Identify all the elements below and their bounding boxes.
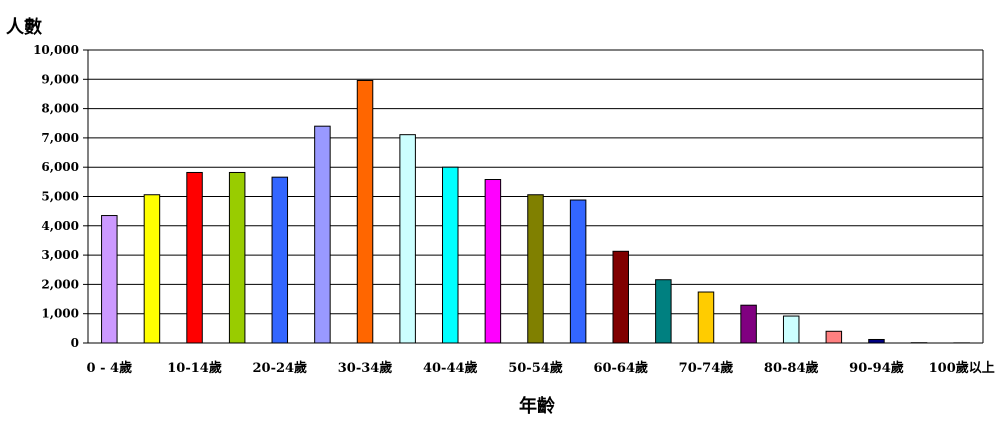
y-tick-label: 10,000 xyxy=(33,43,79,57)
y-axis-label: 人數 xyxy=(6,17,42,38)
x-tick-label: 50-54歲 xyxy=(508,360,563,376)
y-tick-label: 7,000 xyxy=(41,131,79,145)
y-tick-label: 1,000 xyxy=(41,307,79,321)
y-tick-label: 2,000 xyxy=(41,277,79,291)
y-tick-label: 5,000 xyxy=(41,190,79,204)
bar xyxy=(698,292,714,343)
x-tick-label: 40-44歲 xyxy=(423,360,478,376)
x-tick-label: 60-64歲 xyxy=(593,360,648,376)
bars xyxy=(102,80,970,343)
bar xyxy=(315,126,331,343)
bar xyxy=(229,172,245,343)
bar xyxy=(613,251,629,343)
y-tick-labels: 0 1,000 2,000 3,000 4,000 5,000 6,000 7,000 8,00… xyxy=(33,43,79,350)
bar xyxy=(357,80,373,343)
x-tick-label: 80-84歲 xyxy=(764,360,819,376)
x-tick-label: 10-14歲 xyxy=(167,360,222,376)
bar xyxy=(187,172,203,343)
x-tick-label: 70-74歲 xyxy=(679,360,734,376)
bar xyxy=(741,305,757,343)
x-tick-label: 30-34歲 xyxy=(338,360,393,376)
y-tick-label: 9,000 xyxy=(41,72,79,86)
bar xyxy=(443,167,459,343)
bar xyxy=(528,195,544,343)
bar xyxy=(485,180,501,343)
y-tick-label: 0 xyxy=(71,336,79,350)
bar xyxy=(272,177,288,343)
y-tick-label: 6,000 xyxy=(41,160,79,174)
bar xyxy=(144,195,160,343)
x-tick-label: 100歲以上 xyxy=(929,360,995,376)
bar xyxy=(102,216,118,343)
bar xyxy=(783,316,799,343)
bar xyxy=(869,339,885,343)
y-tick-label: 8,000 xyxy=(41,102,79,116)
x-tick-labels: 0 - 4歲 10-14歲 20-24歲 30-34歲 40-44歲 50-54歲 60-6… xyxy=(87,360,995,376)
x-tick-label: 90-94歲 xyxy=(849,360,904,376)
x-tick-label: 0 - 4歲 xyxy=(87,360,133,376)
bar xyxy=(656,280,672,343)
y-tick-label: 4,000 xyxy=(41,219,79,233)
y-tick-label: 3,000 xyxy=(41,248,79,262)
bar xyxy=(570,200,586,343)
x-axis-label: 年齡 xyxy=(519,395,555,417)
bar xyxy=(400,135,416,343)
x-tick-label: 20-24歲 xyxy=(252,360,307,376)
bar xyxy=(826,331,842,343)
